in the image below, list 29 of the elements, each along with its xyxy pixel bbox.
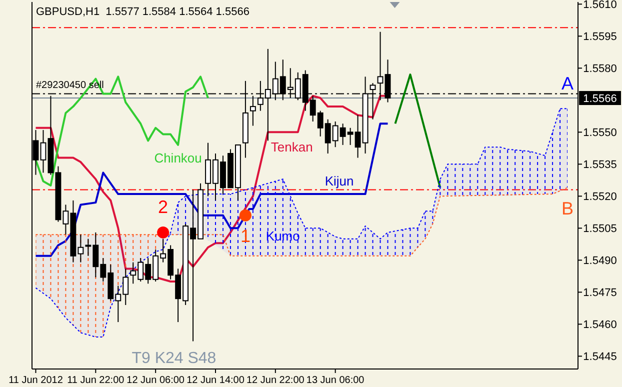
series-label: Chinkou (154, 150, 202, 166)
y-tick-label: 1.5580 (583, 63, 617, 76)
annotation: 1 (240, 226, 250, 246)
x-tick-label: 12 Jun 22:00 (246, 375, 305, 386)
y-tick-label: 1.5610 (583, 0, 617, 12)
annotation: B (562, 198, 574, 218)
x-tick-label: 12 Jun 14:00 (186, 375, 245, 386)
y-tick-label: 1.5475 (583, 287, 617, 300)
series-label: Kijun (324, 173, 354, 188)
ref-line-label: 1.5566 (583, 93, 617, 106)
y-tick-label: 1.5460 (583, 319, 617, 332)
x-tick-label: 11 Jun 2012 (8, 375, 64, 386)
annotation: A (562, 73, 574, 94)
x-tick-label: 12 Jun 06:00 (126, 375, 185, 386)
y-tick-label: 1.5505 (583, 223, 617, 236)
y-tick-label: 1.5445 (583, 351, 617, 364)
series-label: Tenkan (270, 140, 313, 155)
y-tick-label: 1.5550 (583, 127, 617, 140)
candlestick (40, 130, 46, 174)
chart-title: GBPUSD,H1 1.5577 1.5584 1.5564 1.5566 (36, 6, 250, 18)
y-tick-label: 1.5490 (583, 255, 617, 268)
annotation: 2 (158, 197, 168, 218)
y-tick-label: 1.5535 (583, 159, 617, 172)
series-label: Kumo (266, 228, 300, 244)
x-tick-label: 11 Jun 22:00 (67, 375, 125, 386)
annotation: T9 K24 S48 (132, 350, 216, 367)
y-tick-label: 1.5595 (583, 31, 617, 44)
x-tick-label: 13 Jun 06:00 (306, 375, 365, 386)
y-tick-label: 1.5520 (583, 191, 617, 204)
